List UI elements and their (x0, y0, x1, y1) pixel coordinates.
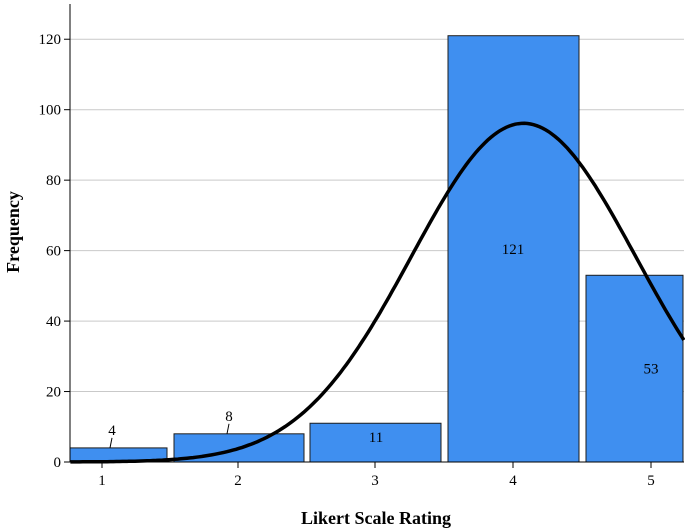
x-tick-label: 5 (647, 473, 655, 489)
x-tick-labels: 1 2 3 4 5 (98, 462, 655, 489)
axes (69, 4, 684, 463)
y-tick-labels: 0 20 40 60 80 100 120 (39, 32, 70, 471)
gridlines (70, 38, 684, 393)
x-tick-label: 4 (509, 473, 517, 489)
data-label-4: 121 (502, 242, 525, 258)
y-tick-label: 60 (46, 244, 61, 260)
data-label-leader (109, 437, 113, 449)
y-tick-label: 40 (46, 314, 61, 330)
data-label-2: 8 (225, 409, 233, 425)
y-tick-label: 120 (39, 32, 62, 48)
bar-5 (585, 274, 684, 463)
x-tick-label: 2 (234, 473, 242, 489)
x-axis-title: Likert Scale Rating (301, 508, 451, 528)
data-label-1: 4 (108, 423, 116, 439)
normal-curve (70, 121, 685, 464)
x-tick-label: 1 (98, 473, 106, 489)
x-tick-label: 3 (371, 473, 379, 489)
y-axis-title: Frequency (3, 191, 23, 273)
y-tick-label: 80 (46, 173, 61, 189)
y-tick-label: 0 (54, 455, 62, 471)
y-tick-label: 20 (46, 385, 61, 401)
data-label-leader (226, 423, 230, 434)
y-tick-label: 100 (39, 103, 62, 119)
normal-curve-layer (70, 121, 685, 464)
bars (69, 35, 684, 463)
data-label-3: 11 (369, 430, 383, 446)
data-labels: 4 8 11 121 53 (108, 242, 659, 449)
data-label-5: 53 (644, 362, 659, 378)
